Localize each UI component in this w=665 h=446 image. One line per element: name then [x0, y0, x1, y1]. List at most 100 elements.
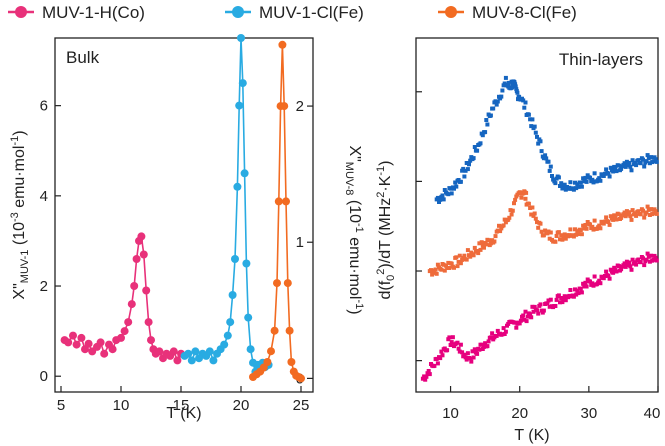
thin-layers-point-muv-8-cl-fe — [598, 226, 603, 231]
thin-layers-point-muv-8-cl-fe — [447, 266, 452, 270]
bulk-point-muv-1-h-co — [173, 356, 182, 365]
thin-layers-point-muv-1-h-co — [462, 352, 467, 357]
thin-layers-point-muv-8-cl-fe — [583, 223, 588, 227]
thin-layers-point-muv-1-cl-fe — [598, 178, 603, 183]
thin-layers-point-muv-1-cl-fe — [538, 139, 543, 144]
thin-layers-point-muv-1-cl-fe — [515, 90, 520, 95]
thin-layers-point-muv-8-cl-fe — [623, 214, 628, 219]
bulk-x-axis-label: T (K) — [166, 405, 201, 422]
thin-layers-point-muv-8-cl-fe — [608, 214, 613, 219]
thin-layers-point-muv-1-cl-fe — [440, 193, 445, 198]
thin-layers-point-muv-1-cl-fe — [611, 169, 616, 174]
thin-layers-point-muv-1-h-co — [558, 300, 562, 305]
thin-layers-point-muv-1-cl-fe — [603, 171, 607, 176]
legend-label-muv1-h-co: MUV-1-H(Co) — [42, 3, 145, 22]
thin-layers-point-muv-1-h-co — [532, 304, 537, 309]
thin-layers-panel: Thin-layers 10 20 30 40 T (K) d(f02)/dT (MH… — [375, 37, 660, 444]
thin-layers-point-muv-1-h-co — [560, 300, 565, 305]
thin-layers-point-muv-1-cl-fe — [571, 187, 576, 192]
legend-marker-muv1-cl-fe — [232, 6, 244, 18]
thin-layers-point-muv-8-cl-fe — [434, 271, 439, 276]
thin-layers-point-muv-8-cl-fe — [561, 234, 566, 239]
thin-layers-point-muv-1-cl-fe — [614, 169, 619, 174]
thin-layers-point-muv-8-cl-fe — [531, 213, 536, 218]
bulk-point-muv-1-h-co — [120, 327, 129, 336]
thin-layers-point-muv-1-cl-fe — [630, 158, 635, 163]
thin-layers-point-muv-1-cl-fe — [607, 174, 612, 179]
thin-layers-point-muv-8-cl-fe — [462, 253, 467, 258]
bulk-point-muv-1-h-co — [124, 318, 133, 327]
thin-layers-point-muv-8-cl-fe — [455, 264, 460, 269]
thin-layers-point-muv-1-cl-fe — [606, 171, 611, 176]
thin-layers-point-muv-1-h-co — [629, 267, 634, 272]
thin-layers-point-muv-1-cl-fe — [494, 102, 499, 107]
thin-layers-point-muv-1-h-co — [458, 342, 463, 347]
thin-layers-point-muv-1-h-co — [581, 281, 586, 286]
thin-layers-series-group — [420, 75, 659, 382]
bulk-x-tick-label: 15 — [173, 397, 190, 414]
bulk-point-muv-8-cl-fe — [282, 197, 290, 206]
thin-layers-point-muv-1-cl-fe — [597, 176, 602, 181]
thin-layers-point-muv-1-cl-fe — [530, 117, 535, 122]
thin-layers-point-muv-1-h-co — [488, 335, 493, 340]
bulk-point-muv-1-cl-fe — [226, 318, 235, 327]
bulk-point-muv-8-cl-fe — [280, 102, 289, 111]
thin-layers-point-muv-1-h-co — [427, 372, 432, 377]
thin-layers-point-muv-8-cl-fe — [449, 261, 454, 266]
thin-layers-point-muv-8-cl-fe — [429, 268, 433, 273]
bulk-point-muv-1-h-co — [130, 282, 139, 290]
thin-layers-point-muv-8-cl-fe — [476, 251, 481, 256]
thin-layers-point-muv-1-cl-fe — [500, 88, 505, 93]
thin-layers-point-muv-1-h-co — [434, 356, 439, 361]
thin-layers-point-muv-1-h-co — [494, 333, 499, 338]
thin-layers-point-muv-1-cl-fe — [480, 133, 485, 138]
thin-layers-point-muv-1-cl-fe — [633, 160, 637, 165]
thin-layers-point-muv-1-cl-fe — [543, 153, 548, 158]
thin-layers-point-muv-1-h-co — [457, 349, 462, 354]
thin-layers-point-muv-1-h-co — [450, 335, 455, 340]
thin-layers-point-muv-1-cl-fe — [588, 175, 592, 180]
thin-layers-point-muv-1-h-co — [500, 332, 505, 337]
legend-label-muv8-cl-fe: MUV-8-Cl(Fe) — [472, 3, 577, 22]
bulk-left-y-ticks: 0 2 4 6 — [40, 98, 61, 385]
thin-layers-point-muv-1-h-co — [529, 315, 534, 320]
thin-layers-point-muv-1-h-co — [480, 347, 485, 351]
thin-layers-point-muv-8-cl-fe — [536, 225, 541, 230]
thin-layers-point-muv-8-cl-fe — [597, 223, 602, 228]
thin-layers-point-muv-1-cl-fe — [592, 171, 597, 176]
thin-layers-point-muv-8-cl-fe — [507, 215, 512, 220]
thin-layers-point-muv-1-h-co — [583, 280, 588, 285]
thin-layers-point-muv-1-h-co — [449, 340, 454, 345]
thin-layers-point-muv-1-h-co — [641, 256, 645, 261]
thin-layers-point-muv-8-cl-fe — [654, 211, 659, 216]
thin-layers-point-muv-8-cl-fe — [503, 220, 508, 225]
bulk-point-muv-8-cl-fe — [274, 197, 283, 206]
thin-layers-point-muv-8-cl-fe — [484, 242, 489, 247]
bulk-x-tick-label: 5 — [57, 397, 65, 414]
thin-layers-point-muv-8-cl-fe — [590, 224, 595, 229]
legend-label-muv1-cl-fe: MUV-1-Cl(Fe) — [259, 3, 364, 22]
thin-layers-point-muv-1-h-co — [438, 356, 443, 361]
thin-layers-point-muv-1-h-co — [588, 279, 592, 284]
bulk-point-muv-1-cl-fe — [223, 331, 232, 340]
thin-layers-point-muv-8-cl-fe — [445, 266, 450, 270]
thin-layers-point-muv-1-cl-fe — [559, 181, 564, 186]
thin-layers-point-muv-1-h-co — [523, 309, 528, 314]
bulk-point-muv-1-cl-fe — [233, 182, 242, 191]
thin-layers-point-muv-1-cl-fe — [584, 179, 589, 184]
thin-layers-point-muv-8-cl-fe — [513, 197, 518, 202]
thin-layers-point-muv-8-cl-fe — [541, 233, 546, 238]
thin-layers-point-muv-8-cl-fe — [627, 210, 632, 215]
bulk-right-y-tick-label: 2 — [296, 98, 304, 115]
thin-layers-point-muv-8-cl-fe — [603, 219, 607, 224]
bulk-right-y-axis-label: X"MUV-8 (10-1 emu·mol-1) — [343, 145, 365, 314]
thin-layers-point-muv-1-cl-fe — [458, 179, 463, 184]
thin-layers-point-muv-1-h-co — [562, 294, 567, 299]
thin-layers-point-muv-8-cl-fe — [633, 211, 637, 216]
thin-layers-point-muv-8-cl-fe — [509, 212, 514, 217]
thin-layers-point-muv-1-cl-fe — [626, 163, 630, 168]
thin-layers-point-muv-1-cl-fe — [485, 122, 490, 127]
thin-layers-point-muv-8-cl-fe — [619, 215, 624, 220]
thin-layers-point-muv-1-h-co — [606, 273, 611, 278]
bulk-point-muv-1-h-co — [139, 250, 148, 259]
